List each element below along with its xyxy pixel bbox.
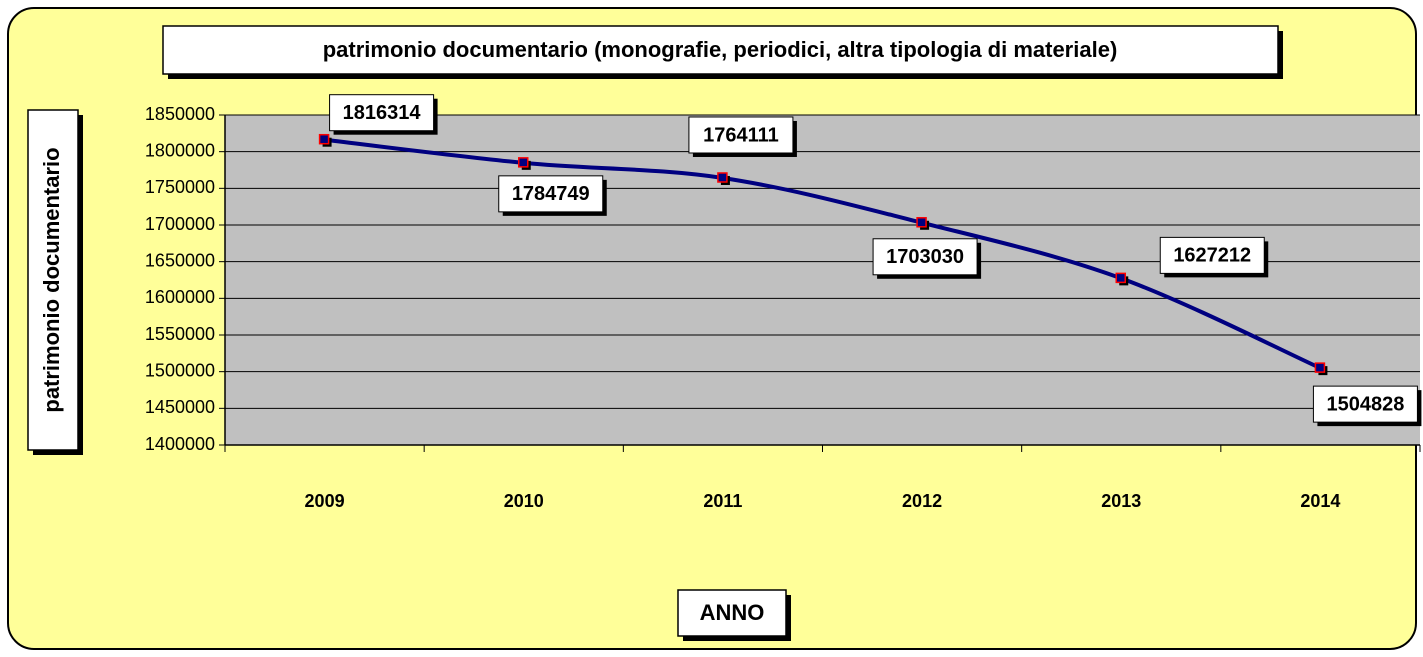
chart-title: patrimonio documentario (monografie, per… [323,37,1118,62]
x-tick-label: 2010 [504,491,544,511]
series-line [324,137,1322,370]
marker [916,217,927,228]
data-label-box [688,116,794,154]
marker [1314,362,1326,373]
y-tick-label: 1550000 [145,324,215,344]
marker [318,133,330,145]
y-tick-label: 1450000 [145,397,215,417]
marker [1115,272,1126,284]
y-tick-label: 1750000 [145,177,215,197]
y-label-box [27,109,79,451]
data-label: 1703030 [886,246,964,268]
x-tick-label: 2012 [902,491,942,511]
data-label-box [329,94,435,132]
data-label-box [872,238,978,276]
data-label-box [1159,236,1265,274]
marker [717,172,728,183]
x-tick-label: 2009 [305,491,345,511]
y-tick-label: 1600000 [145,287,215,307]
marker [518,157,529,168]
y-tick-label: 1650000 [145,250,215,270]
data-label: 1816314 [343,102,422,124]
x-tick-label: 2014 [1300,491,1340,511]
x-tick-label: 2011 [703,491,742,511]
y-tick-label: 1500000 [145,360,215,380]
x-tick-label: 2013 [1101,491,1141,511]
title-box [162,25,1279,75]
y-tick-label: 1850000 [145,104,215,124]
data-label: 1784749 [512,183,590,205]
plot-area [225,115,1420,445]
x-label-box [677,589,787,637]
x-axis-label: ANNO [700,600,765,625]
y-tick-label: 1700000 [145,214,215,234]
y-tick-label: 1800000 [145,140,215,160]
data-label: 1627212 [1173,245,1251,267]
y-axis-label: patrimonio documentario [39,147,64,412]
data-label: 1764111 [703,124,779,146]
data-label: 1504828 [1326,393,1404,415]
data-label-box [498,175,604,213]
y-tick-label: 1400000 [145,434,215,454]
data-label-box [1312,385,1418,423]
